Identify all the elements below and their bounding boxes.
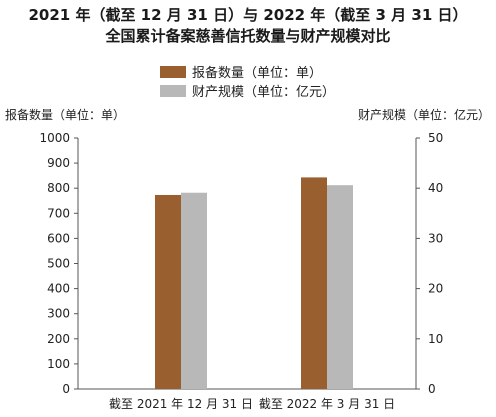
bar-scale bbox=[181, 192, 207, 389]
y-tick-label-right: 50 bbox=[428, 131, 443, 145]
bar-count bbox=[301, 177, 327, 389]
y-tick-label-right: 0 bbox=[428, 382, 436, 396]
y-tick-label-left: 500 bbox=[47, 257, 70, 271]
legend-item-scale: 财产规模（单位：亿元） bbox=[160, 81, 335, 100]
chart-subtitle: 全国累计备案慈善信托数量与财产规模对比 bbox=[105, 27, 391, 45]
legend-label-count: 报备数量（单位：单） bbox=[192, 66, 323, 81]
chart-title: 2021 年（截至 12 月 31 日）与 2022 年（截至 3 月 31 日… bbox=[28, 6, 468, 24]
bar-count bbox=[155, 194, 181, 389]
legend-label-scale: 财产规模（单位：亿元） bbox=[192, 85, 336, 100]
y-tick-label-left: 0 bbox=[62, 382, 70, 396]
y-tick-label-right: 10 bbox=[428, 332, 443, 346]
y-axis-title-right: 财产规模（单位：亿元） bbox=[357, 108, 490, 122]
y-tick-label-left: 400 bbox=[47, 282, 70, 296]
x-tick-label: 截至 2022 年 3 月 31 日 bbox=[259, 397, 395, 411]
y-tick-label-left: 900 bbox=[47, 156, 70, 170]
y-tick-label-left: 600 bbox=[47, 231, 70, 245]
y-tick-label-right: 20 bbox=[428, 282, 443, 296]
y-tick-label-left: 300 bbox=[47, 307, 70, 321]
y-tick-label-left: 700 bbox=[47, 206, 70, 220]
legend-swatch-scale bbox=[160, 85, 186, 97]
legend-swatch-count bbox=[160, 66, 186, 78]
y-axis-title-left: 报备数量（单位：单） bbox=[5, 108, 126, 122]
y-tick-label-left: 1000 bbox=[39, 131, 70, 145]
bar-scale bbox=[327, 185, 353, 389]
y-tick-label-left: 200 bbox=[47, 332, 70, 346]
y-tick-label-left: 100 bbox=[47, 357, 70, 371]
y-tick-label-left: 800 bbox=[47, 181, 70, 195]
x-tick-label: 截至 2021 年 12 月 31 日 bbox=[109, 397, 253, 411]
y-tick-label-right: 40 bbox=[428, 181, 443, 195]
y-tick-label-right: 30 bbox=[428, 231, 443, 245]
legend-item-count: 报备数量（单位：单） bbox=[160, 62, 322, 81]
